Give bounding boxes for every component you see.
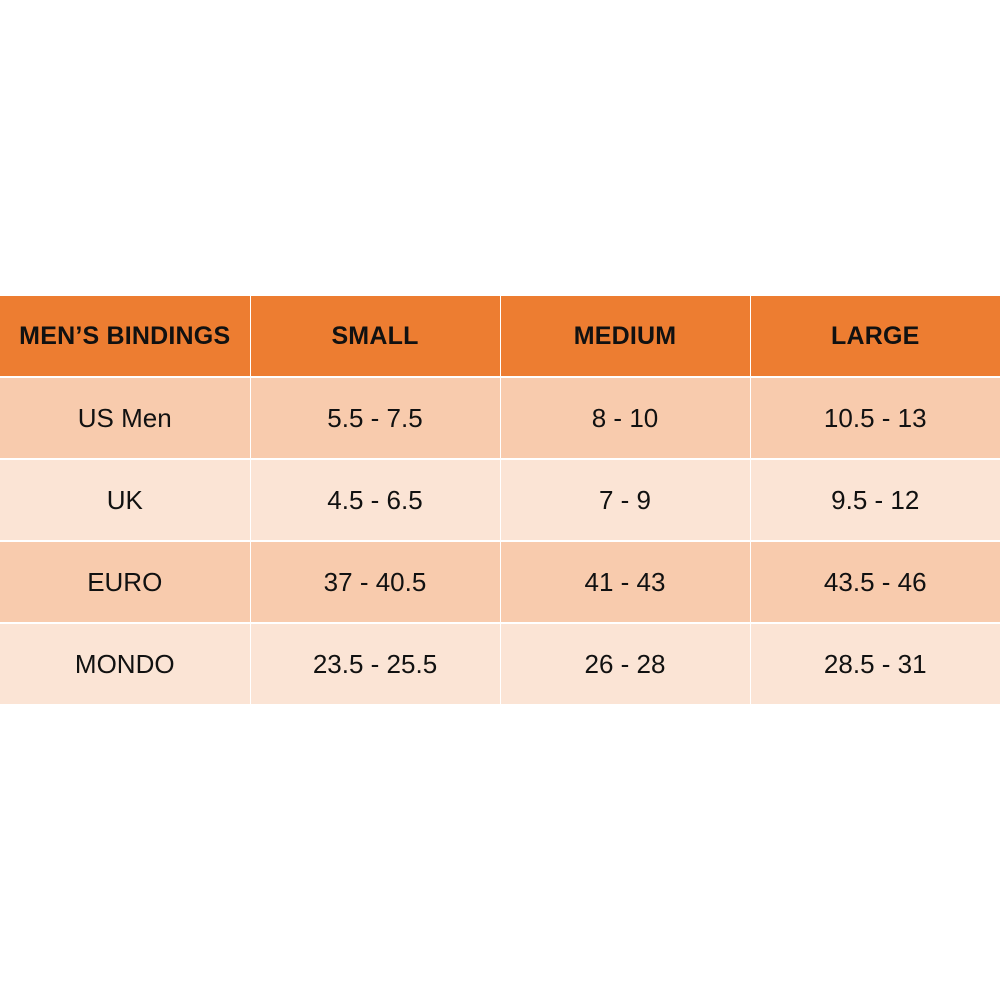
size-chart-table: MEN’S BINDINGS SMALL MEDIUM LARGE US Men… xyxy=(0,296,1000,704)
large-size-cell: 28.5 - 31 xyxy=(750,623,1000,704)
small-size-cell: 5.5 - 7.5 xyxy=(250,377,501,460)
medium-size-cell: 8 - 10 xyxy=(500,377,751,460)
small-size-cell: 4.5 - 6.5 xyxy=(250,459,501,542)
large-size-cell: 43.5 - 46 xyxy=(750,541,1000,624)
row-label-cell: MONDO xyxy=(0,623,251,704)
row-label-cell: EURO xyxy=(0,541,251,624)
row-label-cell: UK xyxy=(0,459,251,542)
header-cell-medium: MEDIUM xyxy=(500,296,751,378)
table-row-mondo: MONDO 23.5 - 25.5 26 - 28 28.5 - 31 xyxy=(0,623,1000,704)
table-row-uk: UK 4.5 - 6.5 7 - 9 9.5 - 12 xyxy=(0,459,1000,542)
large-size-cell: 10.5 - 13 xyxy=(750,377,1000,460)
medium-size-cell: 7 - 9 xyxy=(500,459,751,542)
row-label-cell: US Men xyxy=(0,377,251,460)
header-cell-small: SMALL xyxy=(250,296,501,378)
table-header: MEN’S BINDINGS SMALL MEDIUM LARGE xyxy=(0,296,1000,378)
table-body: US Men 5.5 - 7.5 8 - 10 10.5 - 13 UK 4.5… xyxy=(0,377,1000,704)
medium-size-cell: 41 - 43 xyxy=(500,541,751,624)
medium-size-cell: 26 - 28 xyxy=(500,623,751,704)
header-cell-bindings: MEN’S BINDINGS xyxy=(0,296,251,378)
small-size-cell: 23.5 - 25.5 xyxy=(250,623,501,704)
large-size-cell: 9.5 - 12 xyxy=(750,459,1000,542)
table-row-euro: EURO 37 - 40.5 41 - 43 43.5 - 46 xyxy=(0,541,1000,624)
small-size-cell: 37 - 40.5 xyxy=(250,541,501,624)
header-cell-large: LARGE xyxy=(750,296,1000,378)
table-row-us-men: US Men 5.5 - 7.5 8 - 10 10.5 - 13 xyxy=(0,377,1000,460)
header-row: MEN’S BINDINGS SMALL MEDIUM LARGE xyxy=(0,296,1000,378)
